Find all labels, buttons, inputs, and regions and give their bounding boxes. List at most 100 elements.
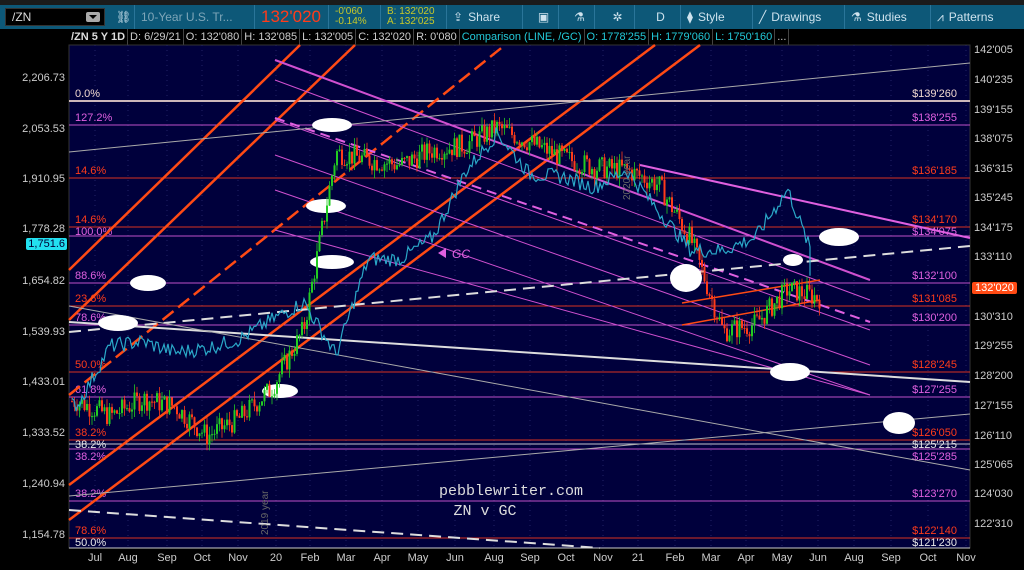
candle-body <box>216 424 218 434</box>
descending-channel-line <box>274 119 871 331</box>
fib-pct-label: 38.2% <box>75 451 106 463</box>
aggregation-button[interactable]: D <box>634 5 680 29</box>
bar-open: O: 132'080 <box>184 29 243 45</box>
patterns-button[interactable]: ⩘ Patterns <box>930 5 1024 29</box>
candle-body <box>198 433 201 437</box>
candle-body <box>531 135 533 143</box>
symbol-description: 10-Year U.S. Tr... <box>134 5 254 29</box>
share-label: Share <box>468 10 501 24</box>
fib-price-label: $127'255 <box>912 384 957 396</box>
chevron-down-icon[interactable] <box>86 12 100 22</box>
x-axis-tick: Aug <box>844 552 864 564</box>
candle-body <box>593 168 596 179</box>
candle-body <box>676 209 678 212</box>
candle-body <box>603 157 606 178</box>
candle-body <box>361 155 363 163</box>
candle-body <box>178 414 181 419</box>
highlight-ellipse <box>312 118 352 132</box>
left-axis-tick: 1,240.94 <box>22 478 65 490</box>
candle-body <box>333 165 336 176</box>
candle-body <box>708 294 711 296</box>
candle-body <box>648 182 651 189</box>
candle-body <box>103 407 106 412</box>
style-button[interactable]: ⧫ Style <box>680 5 752 29</box>
patterns-icon: ⩘ <box>937 9 944 24</box>
candle-body <box>668 197 671 200</box>
candle-body <box>566 148 568 153</box>
symbol-input[interactable]: /ZN <box>5 8 105 26</box>
drawings-button[interactable]: ╱ Drawings <box>752 5 844 29</box>
channel-midline <box>274 117 871 323</box>
candle-body <box>126 408 128 410</box>
bar-low: L: 132'005 <box>300 29 357 45</box>
candle-body <box>546 142 548 154</box>
candle-body <box>293 353 296 356</box>
candle-body <box>443 153 446 160</box>
x-axis-tick: May <box>771 552 793 564</box>
candle-body <box>756 314 758 316</box>
candle-body <box>88 403 91 417</box>
candle-body <box>616 162 618 179</box>
comparison-label[interactable]: Comparison (LINE, /GC) <box>460 29 585 45</box>
candle-body <box>783 283 786 285</box>
candle-body <box>86 403 88 411</box>
candle-body <box>208 434 211 445</box>
candle-body <box>408 156 411 166</box>
candle-body <box>553 149 556 156</box>
right-axis-tick: 142'005 <box>974 44 1013 56</box>
candle-body <box>548 145 551 154</box>
candle-body <box>658 176 661 185</box>
candle-body <box>123 399 126 409</box>
candle-body <box>751 325 753 337</box>
right-axis-tick: 122'310 <box>974 518 1013 530</box>
descending-channel-line <box>274 189 871 396</box>
candle-body <box>158 393 161 411</box>
x-axis-tick: Oct <box>193 552 211 564</box>
candle-body <box>776 296 778 304</box>
candle-body <box>771 298 773 316</box>
candle-body <box>533 135 536 145</box>
candle-body <box>433 147 436 158</box>
comparison-low: L: 1750'160 <box>713 29 776 45</box>
left-axis-tick: 2,053.53 <box>22 123 65 135</box>
candle-body <box>571 151 573 162</box>
gc-comparison-line <box>71 127 811 412</box>
candle-body <box>801 286 803 297</box>
candle-body <box>243 405 246 417</box>
gear-icon[interactable]: ✲ <box>594 5 634 29</box>
chart-subtitle: ZN v GC <box>453 503 516 520</box>
flask-icon[interactable]: ⚗ <box>558 5 594 29</box>
candle-body <box>141 405 143 411</box>
candle-body <box>98 400 101 407</box>
bar-close: C: 132'020 <box>356 29 415 45</box>
link-icon[interactable]: ⛓ <box>116 10 132 24</box>
candle-body <box>693 238 696 243</box>
candle-body <box>641 175 643 177</box>
candle-body <box>213 433 216 435</box>
window-top-strip <box>0 0 1024 5</box>
descending-channel-line <box>274 79 871 301</box>
candle-body <box>168 397 171 414</box>
fib-price-label: $139'260 <box>912 88 957 100</box>
candle-body <box>181 410 183 419</box>
candle-body <box>223 425 226 430</box>
candle-body <box>78 403 81 411</box>
candle-body <box>598 159 601 171</box>
candle-body <box>591 168 593 175</box>
candle-body <box>371 165 373 171</box>
candle-body <box>628 168 631 170</box>
share-button[interactable]: ⇪ Share <box>446 5 522 29</box>
candle-body <box>423 144 426 160</box>
fib-price-label: $128'245 <box>912 359 957 371</box>
candle-body <box>773 303 776 316</box>
right-axis-tick: 125'065 <box>974 459 1013 471</box>
studies-button[interactable]: ⚗ Studies <box>844 5 930 29</box>
candle-body <box>613 162 616 169</box>
candle-body <box>331 175 333 186</box>
news-icon[interactable]: ▣ <box>522 5 558 29</box>
bar-date: D: 6/29/21 <box>128 29 184 45</box>
fib-pct-label: 14.6% <box>75 214 106 226</box>
candle-body <box>798 286 801 301</box>
candle-body <box>453 138 456 156</box>
